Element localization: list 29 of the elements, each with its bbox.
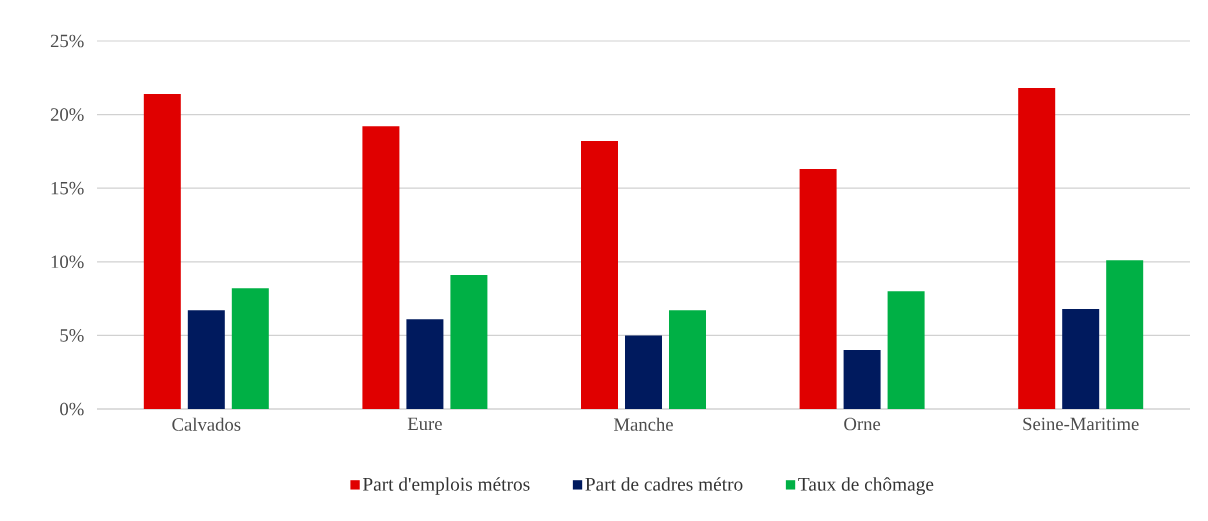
bar [625, 335, 662, 409]
bar [1062, 308, 1100, 409]
bar [799, 169, 837, 409]
bar [1018, 88, 1056, 409]
bar [843, 350, 881, 409]
bar [581, 141, 618, 409]
bar [406, 319, 444, 409]
y-tick-label: 10% [51, 255, 84, 269]
x-tick-label: Eure [407, 417, 442, 431]
bar [1106, 260, 1144, 409]
y-tick-label: 20% [50, 108, 84, 121]
x-tick-label: Calvados [172, 417, 241, 431]
bar [187, 310, 225, 409]
bar [143, 93, 181, 409]
y-tick-label: 0% [60, 402, 84, 416]
bar [231, 288, 269, 409]
bar [450, 275, 488, 409]
y-tick-label: 25% [50, 34, 84, 48]
bar [887, 291, 925, 409]
x-tick-label: Manche [613, 417, 673, 431]
bar [362, 126, 400, 409]
legend-label: Part de cadres métro [585, 477, 743, 491]
y-tick-label: 5% [60, 329, 84, 342]
x-tick-label: Orne [844, 417, 881, 431]
x-tick-label: Seine-Maritime [1023, 417, 1139, 431]
y-tick-label: 15% [51, 181, 84, 195]
bar [669, 310, 706, 409]
legend-label: Part d'emplois métros [362, 477, 530, 495]
legend-label: Taux de chômage [798, 477, 934, 495]
